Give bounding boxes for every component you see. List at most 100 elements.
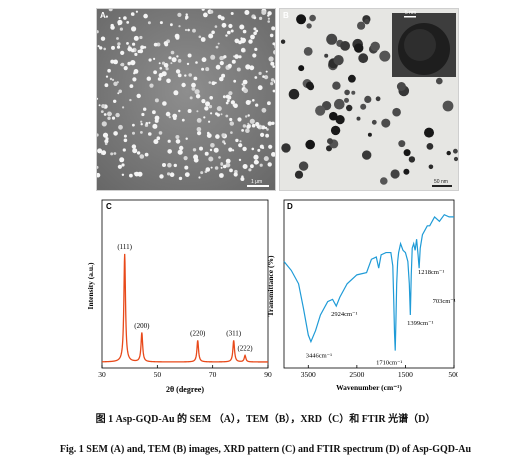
sem-particle bbox=[246, 124, 251, 129]
sem-particle bbox=[232, 149, 235, 152]
sem-particle bbox=[132, 77, 137, 82]
sem-particle bbox=[216, 106, 222, 112]
sem-particle bbox=[174, 33, 180, 39]
sem-particle bbox=[165, 111, 171, 117]
sem-particle bbox=[131, 26, 137, 32]
sem-particle bbox=[236, 67, 241, 72]
sem-particle bbox=[177, 149, 183, 155]
xrd-x-tick-label: 70 bbox=[209, 370, 217, 379]
sem-particle bbox=[101, 150, 107, 156]
sem-particle bbox=[247, 114, 250, 117]
sem-particle bbox=[158, 62, 161, 65]
sem-particle bbox=[110, 23, 114, 28]
sem-particle bbox=[211, 30, 215, 35]
sem-particle bbox=[176, 55, 179, 58]
sem-particle bbox=[253, 31, 257, 36]
sem-particle bbox=[250, 164, 254, 169]
sem-particle bbox=[230, 12, 234, 15]
sem-particle bbox=[122, 106, 125, 109]
sem-particle bbox=[195, 94, 201, 99]
sem-particle bbox=[265, 70, 268, 73]
sem-particle bbox=[167, 162, 172, 168]
tem-particle bbox=[408, 156, 416, 163]
sem-particle bbox=[227, 30, 231, 35]
tem-image-panel: B 5 nm 50 nm bbox=[279, 8, 459, 191]
tem-particle bbox=[362, 150, 372, 160]
sem-particle bbox=[123, 66, 128, 71]
sem-particle bbox=[255, 29, 259, 33]
sem-particle bbox=[201, 99, 206, 104]
sem-particle bbox=[135, 10, 138, 13]
sem-particle bbox=[215, 64, 221, 70]
sem-particle bbox=[183, 156, 188, 161]
sem-particle bbox=[223, 142, 226, 145]
sem-particle bbox=[162, 101, 167, 106]
sem-particle bbox=[238, 158, 242, 162]
sem-particle bbox=[220, 166, 223, 169]
xrd-chart-panel: 30 50 70 90 (111) (200) (220) (311) (222) Inten… bbox=[82, 196, 278, 396]
sem-particle bbox=[252, 99, 255, 102]
sem-particle bbox=[153, 42, 158, 47]
sem-particle bbox=[181, 118, 185, 122]
sem-particle bbox=[245, 64, 251, 70]
sem-particle bbox=[132, 148, 138, 154]
sem-particle bbox=[156, 136, 161, 140]
sem-particle bbox=[262, 75, 265, 78]
sem-particle bbox=[210, 112, 213, 115]
sem-particle bbox=[261, 125, 266, 130]
sem-particle bbox=[228, 147, 233, 152]
xrd-peak-label: (111) bbox=[117, 243, 132, 251]
sem-particle bbox=[148, 121, 151, 124]
sem-particle bbox=[184, 28, 188, 32]
sem-particle bbox=[127, 46, 133, 52]
sem-particle bbox=[187, 53, 192, 58]
sem-particle bbox=[270, 61, 275, 66]
sem-particle bbox=[156, 42, 161, 47]
sem-particle bbox=[140, 123, 143, 126]
sem-particle bbox=[194, 89, 200, 95]
sem-particle bbox=[213, 147, 219, 153]
sem-particle bbox=[264, 126, 268, 130]
sem-particle bbox=[144, 152, 149, 157]
sem-particle bbox=[105, 137, 109, 141]
sem-particle bbox=[206, 133, 212, 138]
tem-particle bbox=[344, 97, 349, 103]
sem-particle bbox=[267, 17, 270, 20]
tem-particle bbox=[296, 14, 307, 25]
xrd-peak-label: (220) bbox=[190, 329, 206, 337]
sem-particle bbox=[242, 146, 247, 152]
ftir-peak-annotation: 1218cm⁻¹ bbox=[418, 269, 444, 276]
sem-particle bbox=[254, 76, 258, 79]
panel-label-b: B bbox=[283, 11, 289, 20]
sem-particle bbox=[225, 114, 229, 118]
tem-particle bbox=[332, 81, 341, 90]
ftir-x-tick-label: 3500 bbox=[301, 370, 316, 379]
sem-particle bbox=[129, 84, 134, 88]
sem-particle bbox=[219, 76, 224, 82]
sem-particle bbox=[266, 128, 269, 131]
sem-particle bbox=[117, 92, 120, 95]
sem-particle bbox=[256, 125, 260, 129]
sem-particle bbox=[237, 117, 242, 122]
tem-particle bbox=[392, 107, 401, 117]
tem-particle bbox=[305, 139, 315, 150]
sem-particle bbox=[215, 134, 220, 139]
sem-particle bbox=[191, 82, 196, 88]
sem-particle bbox=[172, 113, 178, 119]
sem-particle bbox=[97, 30, 99, 34]
sem-particle bbox=[214, 166, 219, 170]
sem-particle bbox=[196, 110, 199, 113]
sem-particle bbox=[245, 100, 251, 105]
sem-particle bbox=[253, 27, 257, 31]
sem-particle bbox=[100, 110, 104, 113]
sem-particle bbox=[148, 132, 152, 136]
sem-particle bbox=[223, 55, 227, 59]
sem-particle bbox=[193, 76, 198, 81]
sem-particle bbox=[129, 98, 132, 102]
sem-particle bbox=[228, 23, 233, 29]
sem-particle bbox=[121, 163, 125, 167]
tem-particle bbox=[380, 177, 388, 185]
tem-image bbox=[280, 9, 458, 190]
xrd-x-axis-label: 2θ (degree) bbox=[166, 385, 204, 394]
sem-particle bbox=[104, 142, 108, 146]
